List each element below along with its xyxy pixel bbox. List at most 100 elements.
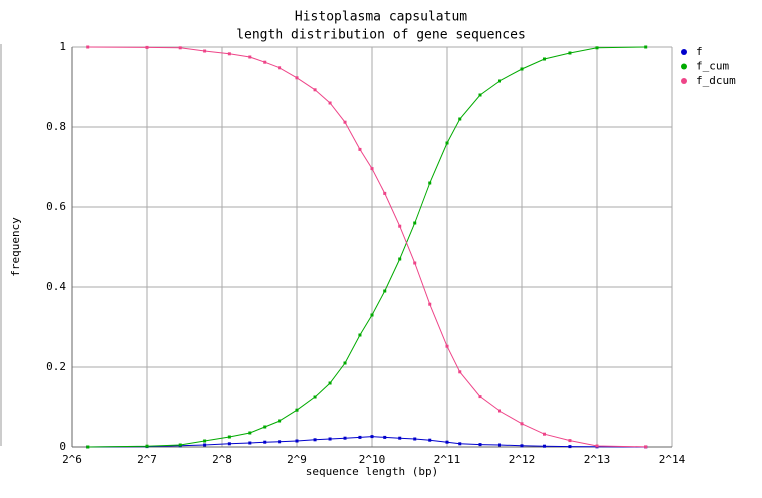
point [568,445,572,449]
point [328,381,332,385]
point [328,437,332,441]
y-tick-label: 1 [59,40,66,53]
point [295,439,299,443]
point [413,221,417,225]
point [568,51,572,55]
x-tick-label: 2^12 [509,453,536,466]
point [248,55,252,59]
point [203,49,207,53]
point [478,395,482,399]
point [478,443,482,447]
point [428,181,432,185]
x-tick-label: 2^10 [359,453,386,466]
point [227,442,231,446]
point [383,289,387,293]
legend-label: f [696,45,703,58]
point [428,302,432,306]
point [458,117,462,121]
point [644,45,648,49]
point [358,435,362,439]
point [145,444,149,448]
point [413,437,417,441]
point [86,445,90,449]
point [203,443,207,447]
point [263,440,267,444]
point [498,443,502,447]
y-tick-label: 0.4 [46,280,66,293]
point [644,445,648,449]
point [398,436,402,440]
series-line [87,46,646,448]
point [520,422,524,426]
point [543,57,547,61]
series-line [87,46,646,448]
legend-marker [681,63,687,70]
point [445,344,449,348]
point [413,261,417,265]
point [343,436,347,440]
point [458,442,462,446]
point [478,93,482,97]
point [358,147,362,151]
point [458,370,462,374]
chart-subtitle: length distribution of gene sequences [236,28,526,43]
point [498,409,502,413]
point [383,191,387,195]
point [398,224,402,228]
point [343,361,347,365]
point [370,167,374,171]
x-tick-label: 2^13 [584,453,611,466]
point [543,432,547,436]
x-tick-label: 2^7 [137,453,157,466]
point [313,438,317,442]
point [295,76,299,80]
point [203,439,207,443]
point [178,443,182,447]
chart-title: Histoplasma capsulatum [295,10,467,25]
point [86,45,90,49]
x-axis-label: sequence length (bp) [306,465,438,478]
point [398,257,402,261]
y-tick-label: 0.8 [46,120,66,133]
point [428,438,432,442]
point [263,425,267,429]
point [263,60,267,64]
point [445,440,449,444]
point [248,431,252,435]
point [313,395,317,399]
x-tick-label: 2^8 [212,453,232,466]
point [520,444,524,448]
point [145,45,149,49]
point [498,79,502,83]
legend-marker [681,78,687,84]
point [520,67,524,71]
legend-label: f_dcum [696,74,736,87]
y-axis-label: frequency [9,217,22,277]
x-tick-label: 2^6 [62,453,82,466]
point [248,441,252,445]
point [383,435,387,439]
point [278,440,282,444]
point [328,101,332,105]
y-tick-label: 0.6 [46,200,66,213]
point [543,444,547,448]
y-tick-label: 0 [59,440,66,453]
x-tick-label: 2^14 [659,453,686,466]
point [278,66,282,70]
y-tick-label: 0.2 [46,360,66,373]
point [370,435,374,439]
legend-label: f_cum [696,60,729,73]
point [595,444,599,448]
point [295,408,299,412]
point [568,439,572,443]
point [595,46,599,50]
point [445,141,449,145]
point [370,313,374,317]
point [178,46,182,50]
legend-marker [681,49,687,55]
point [358,333,362,337]
point [313,88,317,92]
point [227,52,231,56]
